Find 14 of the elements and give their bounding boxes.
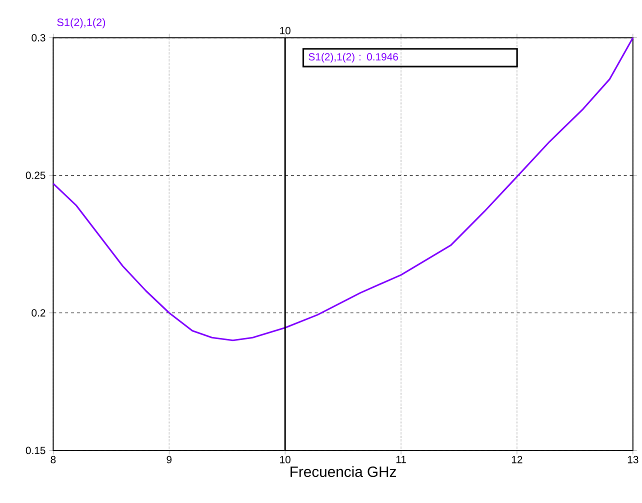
x-tick-label: 8 — [50, 456, 56, 464]
x-tick-label: 13 — [628, 456, 638, 464]
annotation: S1(2),1(2) : 0.1946 — [308, 52, 398, 62]
y-tick-label: 0.2 — [32, 309, 46, 317]
x-tick-label: 11 — [396, 456, 406, 464]
ref-line-label: 10 — [280, 26, 290, 34]
text: S1(2),1(2) — [57, 18, 106, 28]
x-axis-title: Frecuencia GHz — [290, 466, 396, 477]
y-tick-label: 0.3 — [32, 34, 46, 42]
x-tick-label: 9 — [166, 456, 172, 464]
y-tick-label: 0.25 — [26, 172, 46, 179]
x-tick-label: 12 — [512, 456, 522, 464]
x-tick-label: 10 — [280, 456, 290, 464]
y-tick-label: 0.15 — [26, 446, 46, 454]
